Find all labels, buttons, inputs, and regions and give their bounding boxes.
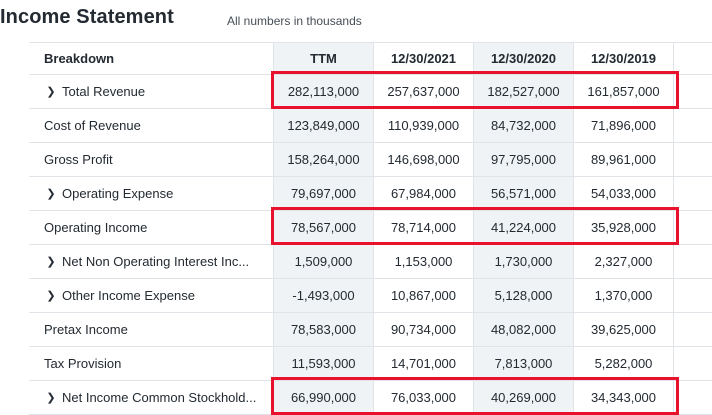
table-row: Cost of Revenue 123,849,000 110,939,000 84,… bbox=[29, 109, 712, 143]
table-row: ❯ Net Income Common Stockhold... 66,990,00… bbox=[29, 381, 712, 415]
value-cell: 78,714,000 bbox=[374, 211, 474, 244]
row-filler bbox=[674, 143, 712, 176]
row-label: Cost of Revenue bbox=[29, 109, 274, 142]
column-filler bbox=[674, 43, 712, 74]
value-cell: 257,637,000 bbox=[374, 75, 474, 108]
value-cell: 78,567,000 bbox=[274, 211, 374, 244]
table-row: Tax Provision 11,593,000 14,701,000 7,813,0… bbox=[29, 347, 712, 381]
value-cell: 1,370,000 bbox=[574, 279, 674, 312]
row-label-text: Operating Expense bbox=[62, 186, 174, 201]
row-filler bbox=[674, 381, 712, 414]
chevron-right-icon[interactable]: ❯ bbox=[46, 86, 56, 98]
value-cell: 146,698,000 bbox=[374, 143, 474, 176]
row-label[interactable]: ❯ Net Non Operating Interest Inc... bbox=[29, 245, 274, 278]
value-cell: 11,593,000 bbox=[274, 347, 374, 380]
table-row: Gross Profit 158,264,000 146,698,000 97,795… bbox=[29, 143, 712, 177]
value-cell: 90,734,000 bbox=[374, 313, 474, 346]
column-header-breakdown: Breakdown bbox=[29, 43, 274, 74]
value-cell: 14,701,000 bbox=[374, 347, 474, 380]
column-header-2021: 12/30/2021 bbox=[374, 43, 474, 74]
value-cell: 2,327,000 bbox=[574, 245, 674, 278]
value-cell: 123,849,000 bbox=[274, 109, 374, 142]
page-subtitle: All numbers in thousands bbox=[227, 14, 362, 28]
income-statement-table: Breakdown TTM 12/30/2021 12/30/2020 12/3… bbox=[29, 42, 712, 415]
chevron-right-icon[interactable]: ❯ bbox=[46, 290, 56, 302]
value-cell: 5,128,000 bbox=[474, 279, 574, 312]
value-cell: 40,269,000 bbox=[474, 381, 574, 414]
value-cell: 89,961,000 bbox=[574, 143, 674, 176]
chevron-right-icon[interactable]: ❯ bbox=[46, 256, 56, 268]
row-label[interactable]: ❯ Operating Expense bbox=[29, 177, 274, 210]
value-cell: 67,984,000 bbox=[374, 177, 474, 210]
row-label[interactable]: ❯ Other Income Expense bbox=[29, 279, 274, 312]
value-cell: 54,033,000 bbox=[574, 177, 674, 210]
table-row: Pretax Income 78,583,000 90,734,000 48,082,… bbox=[29, 313, 712, 347]
value-cell: 56,571,000 bbox=[474, 177, 574, 210]
value-cell: 48,082,000 bbox=[474, 313, 574, 346]
value-cell: 182,527,000 bbox=[474, 75, 574, 108]
row-filler bbox=[674, 347, 712, 380]
row-label-text: Net Non Operating Interest Inc... bbox=[62, 254, 250, 269]
row-label-text: Gross Profit bbox=[44, 152, 113, 167]
value-cell: 97,795,000 bbox=[474, 143, 574, 176]
row-label-text: Other Income Expense bbox=[62, 288, 195, 303]
value-cell: 1,509,000 bbox=[274, 245, 374, 278]
chevron-right-icon[interactable]: ❯ bbox=[46, 392, 56, 404]
row-label[interactable]: ❯ Net Income Common Stockhold... bbox=[29, 381, 274, 414]
value-cell: -1,493,000 bbox=[274, 279, 374, 312]
row-label-text: Tax Provision bbox=[44, 356, 122, 371]
row-filler bbox=[674, 75, 712, 108]
value-cell: 110,939,000 bbox=[374, 109, 474, 142]
value-cell: 1,730,000 bbox=[474, 245, 574, 278]
column-header-2020: 12/30/2020 bbox=[474, 43, 574, 74]
value-cell: 34,343,000 bbox=[574, 381, 674, 414]
table-row: ❯ Total Revenue 282,113,000 257,637,000 182,… bbox=[29, 75, 712, 109]
page-header: Income Statement All numbers in thousand… bbox=[0, 0, 712, 40]
value-cell: 79,697,000 bbox=[274, 177, 374, 210]
table-row: ❯ Other Income Expense -1,493,000 10,867,00… bbox=[29, 279, 712, 313]
value-cell: 78,583,000 bbox=[274, 313, 374, 346]
value-cell: 161,857,000 bbox=[574, 75, 674, 108]
row-label: Operating Income bbox=[29, 211, 274, 244]
value-cell: 5,282,000 bbox=[574, 347, 674, 380]
chevron-right-icon[interactable]: ❯ bbox=[46, 188, 56, 200]
value-cell: 76,033,000 bbox=[374, 381, 474, 414]
row-label: Gross Profit bbox=[29, 143, 274, 176]
column-header-2019: 12/30/2019 bbox=[574, 43, 674, 74]
row-filler bbox=[674, 313, 712, 346]
value-cell: 84,732,000 bbox=[474, 109, 574, 142]
page-title: Income Statement bbox=[0, 6, 174, 28]
row-label-text: Net Income Common Stockhold... bbox=[62, 390, 257, 405]
row-filler bbox=[674, 245, 712, 278]
value-cell: 41,224,000 bbox=[474, 211, 574, 244]
row-label: Tax Provision bbox=[29, 347, 274, 380]
table-header-row: Breakdown TTM 12/30/2021 12/30/2020 12/3… bbox=[29, 43, 712, 75]
row-filler bbox=[674, 177, 712, 210]
value-cell: 39,625,000 bbox=[574, 313, 674, 346]
value-cell: 10,867,000 bbox=[374, 279, 474, 312]
value-cell: 66,990,000 bbox=[274, 381, 374, 414]
value-cell: 282,113,000 bbox=[274, 75, 374, 108]
value-cell: 35,928,000 bbox=[574, 211, 674, 244]
row-label-text: Cost of Revenue bbox=[44, 118, 141, 133]
table-body: ❯ Total Revenue 282,113,000 257,637,000 182,… bbox=[29, 75, 712, 415]
row-label[interactable]: ❯ Total Revenue bbox=[29, 75, 274, 108]
row-filler bbox=[674, 211, 712, 244]
value-cell: 71,896,000 bbox=[574, 109, 674, 142]
row-filler bbox=[674, 279, 712, 312]
row-label-text: Pretax Income bbox=[44, 322, 128, 337]
row-filler bbox=[674, 109, 712, 142]
row-label-text: Operating Income bbox=[44, 220, 148, 235]
value-cell: 158,264,000 bbox=[274, 143, 374, 176]
column-header-ttm: TTM bbox=[274, 43, 374, 74]
table-row: Operating Income 78,567,000 78,714,000 41,2… bbox=[29, 211, 712, 245]
table-row: ❯ Net Non Operating Interest Inc... 1,509,… bbox=[29, 245, 712, 279]
value-cell: 7,813,000 bbox=[474, 347, 574, 380]
row-label: Pretax Income bbox=[29, 313, 274, 346]
row-label-text: Total Revenue bbox=[62, 84, 146, 99]
value-cell: 1,153,000 bbox=[374, 245, 474, 278]
table-row: ❯ Operating Expense 79,697,000 67,984,000 56… bbox=[29, 177, 712, 211]
